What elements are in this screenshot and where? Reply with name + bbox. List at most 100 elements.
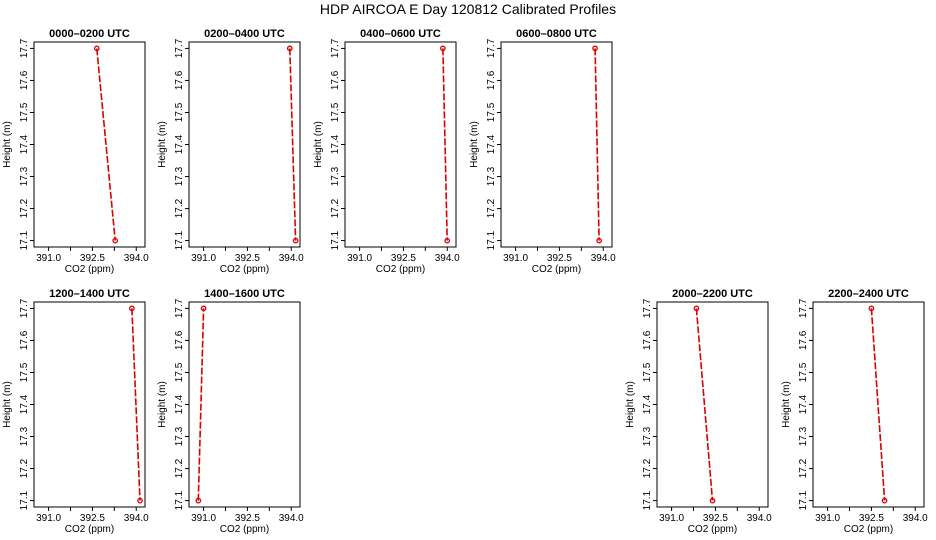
y-tick-label: 17.2 <box>174 458 185 478</box>
x-axis-label: CO2 (ppm) <box>376 264 425 275</box>
x-tick-label: 394.0 <box>591 253 616 264</box>
y-tick-label: 17.3 <box>19 166 30 186</box>
y-tick-label: 17.6 <box>798 330 809 350</box>
x-tick-label: 394.0 <box>124 253 149 264</box>
y-tick-label: 17.1 <box>19 230 30 250</box>
panel-title: 0000–0200 UTC <box>49 28 130 40</box>
plot-frame <box>33 41 146 248</box>
x-tick-label: 391.0 <box>659 513 684 524</box>
data-point <box>444 237 451 244</box>
y-axis-label: Height (m) <box>2 381 13 428</box>
y-tick-label: 17.1 <box>642 490 653 510</box>
figure-title: HDP AIRCOA E Day 120812 Calibrated Profi… <box>320 1 616 17</box>
data-point <box>93 45 100 52</box>
y-tick-label: 17.2 <box>19 198 30 218</box>
y-tick-label: 17.5 <box>174 362 185 382</box>
x-axis-label: CO2 (ppm) <box>220 264 269 275</box>
y-tick-label: 17.6 <box>486 70 497 90</box>
y-axis-label: Height (m) <box>781 381 792 428</box>
series-line <box>96 48 116 241</box>
x-tick-label: 392.5 <box>235 513 260 524</box>
y-tick-label: 17.3 <box>798 426 809 446</box>
chart-panel-2: 0200–0400 UTC 391.0 392.5 394.0 17.1 17.2 17.3… <box>157 28 304 275</box>
y-tick-label: 17.7 <box>798 298 809 318</box>
y-tick-label: 17.7 <box>174 298 185 318</box>
x-tick-label: 392.5 <box>859 513 884 524</box>
y-tick-label: 17.2 <box>330 198 341 218</box>
y-tick-label: 17.7 <box>330 38 341 58</box>
x-tick-label: 391.0 <box>503 253 528 264</box>
y-tick-label: 17.4 <box>19 134 30 154</box>
y-axis-label: Height (m) <box>2 121 13 168</box>
y-tick-label: 17.1 <box>798 490 809 510</box>
y-tick-label: 17.2 <box>642 458 653 478</box>
chart-panel-3: 0400–0600 UTC 391.0 392.5 394.0 17.1 17.2 17.3… <box>313 28 460 275</box>
panel-title: 0400–0600 UTC <box>360 28 441 40</box>
y-tick-label: 17.5 <box>486 102 497 122</box>
data-point <box>195 497 202 504</box>
y-tick-label: 17.4 <box>174 134 185 154</box>
panel-title: 1200–1400 UTC <box>49 288 130 300</box>
x-axis-label: CO2 (ppm) <box>532 264 581 275</box>
y-tick-label: 17.1 <box>330 230 341 250</box>
y-tick-label: 17.5 <box>19 362 30 382</box>
x-tick-label: 392.5 <box>547 253 572 264</box>
y-tick-label: 17.4 <box>486 134 497 154</box>
y-axis-label: Height (m) <box>157 121 168 168</box>
chart-panel-6: 1400–1600 UTC 391.0 392.5 394.0 17.1 17.2 17.3… <box>157 288 304 535</box>
data-point <box>440 45 446 52</box>
y-tick-label: 17.4 <box>642 394 653 414</box>
x-tick-label: 392.5 <box>80 253 105 264</box>
plot-frame <box>344 41 457 248</box>
panel-title: 2000–2200 UTC <box>672 288 753 300</box>
y-tick-label: 17.3 <box>19 426 30 446</box>
x-tick-label: 391.0 <box>191 253 216 264</box>
chart-panel-1: 0000–0200 UTC 391.0 392.5 394.0 17.1 17.2 17.3… <box>2 28 149 275</box>
plot-frame <box>656 301 769 508</box>
series-line <box>442 48 448 241</box>
data-point <box>129 305 135 312</box>
y-tick-label: 17.4 <box>798 394 809 414</box>
series-line <box>197 308 205 501</box>
y-tick-label: 17.2 <box>798 458 809 478</box>
x-tick-label: 394.0 <box>124 513 149 524</box>
y-tick-label: 17.3 <box>642 426 653 446</box>
y-tick-label: 17.1 <box>19 490 30 510</box>
panel-title: 1400–1600 UTC <box>204 288 285 300</box>
y-tick-label: 17.6 <box>330 70 341 90</box>
y-tick-label: 17.3 <box>174 166 185 186</box>
x-tick-label: 391.0 <box>36 513 61 524</box>
y-tick-label: 17.2 <box>19 458 30 478</box>
y-tick-label: 17.6 <box>19 70 30 90</box>
y-tick-label: 17.3 <box>330 166 341 186</box>
y-axis-label: Height (m) <box>313 121 324 168</box>
y-tick-label: 17.6 <box>19 330 30 350</box>
x-tick-label: 391.0 <box>191 513 216 524</box>
series-line <box>594 48 600 241</box>
data-point <box>286 45 293 52</box>
x-tick-label: 394.0 <box>435 253 460 264</box>
x-tick-label: 392.5 <box>235 253 260 264</box>
data-point <box>137 497 143 504</box>
y-tick-label: 17.3 <box>174 426 185 446</box>
y-axis-label: Height (m) <box>469 121 480 168</box>
y-tick-label: 17.4 <box>174 394 185 414</box>
data-point <box>693 305 700 312</box>
data-point <box>596 237 602 244</box>
y-tick-label: 17.7 <box>642 298 653 318</box>
y-tick-label: 17.4 <box>19 394 30 414</box>
chart-panel-4: 0600–0800 UTC 391.0 392.5 394.0 17.1 17.2 17.3… <box>469 28 616 275</box>
x-axis-label: CO2 (ppm) <box>688 524 737 535</box>
panel-title: 0200–0400 UTC <box>204 28 285 40</box>
y-tick-label: 17.5 <box>174 102 185 122</box>
y-axis-label: Height (m) <box>625 381 636 428</box>
y-axis-label: Height (m) <box>157 381 168 428</box>
data-point <box>881 497 888 504</box>
x-axis-label: CO2 (ppm) <box>65 524 114 535</box>
x-tick-label: 392.5 <box>703 513 728 524</box>
plot-frame <box>188 41 301 248</box>
y-tick-label: 17.4 <box>330 134 341 154</box>
y-tick-label: 17.3 <box>486 166 497 186</box>
panel-title: 0600–0800 UTC <box>516 28 597 40</box>
x-axis-label: CO2 (ppm) <box>65 264 114 275</box>
